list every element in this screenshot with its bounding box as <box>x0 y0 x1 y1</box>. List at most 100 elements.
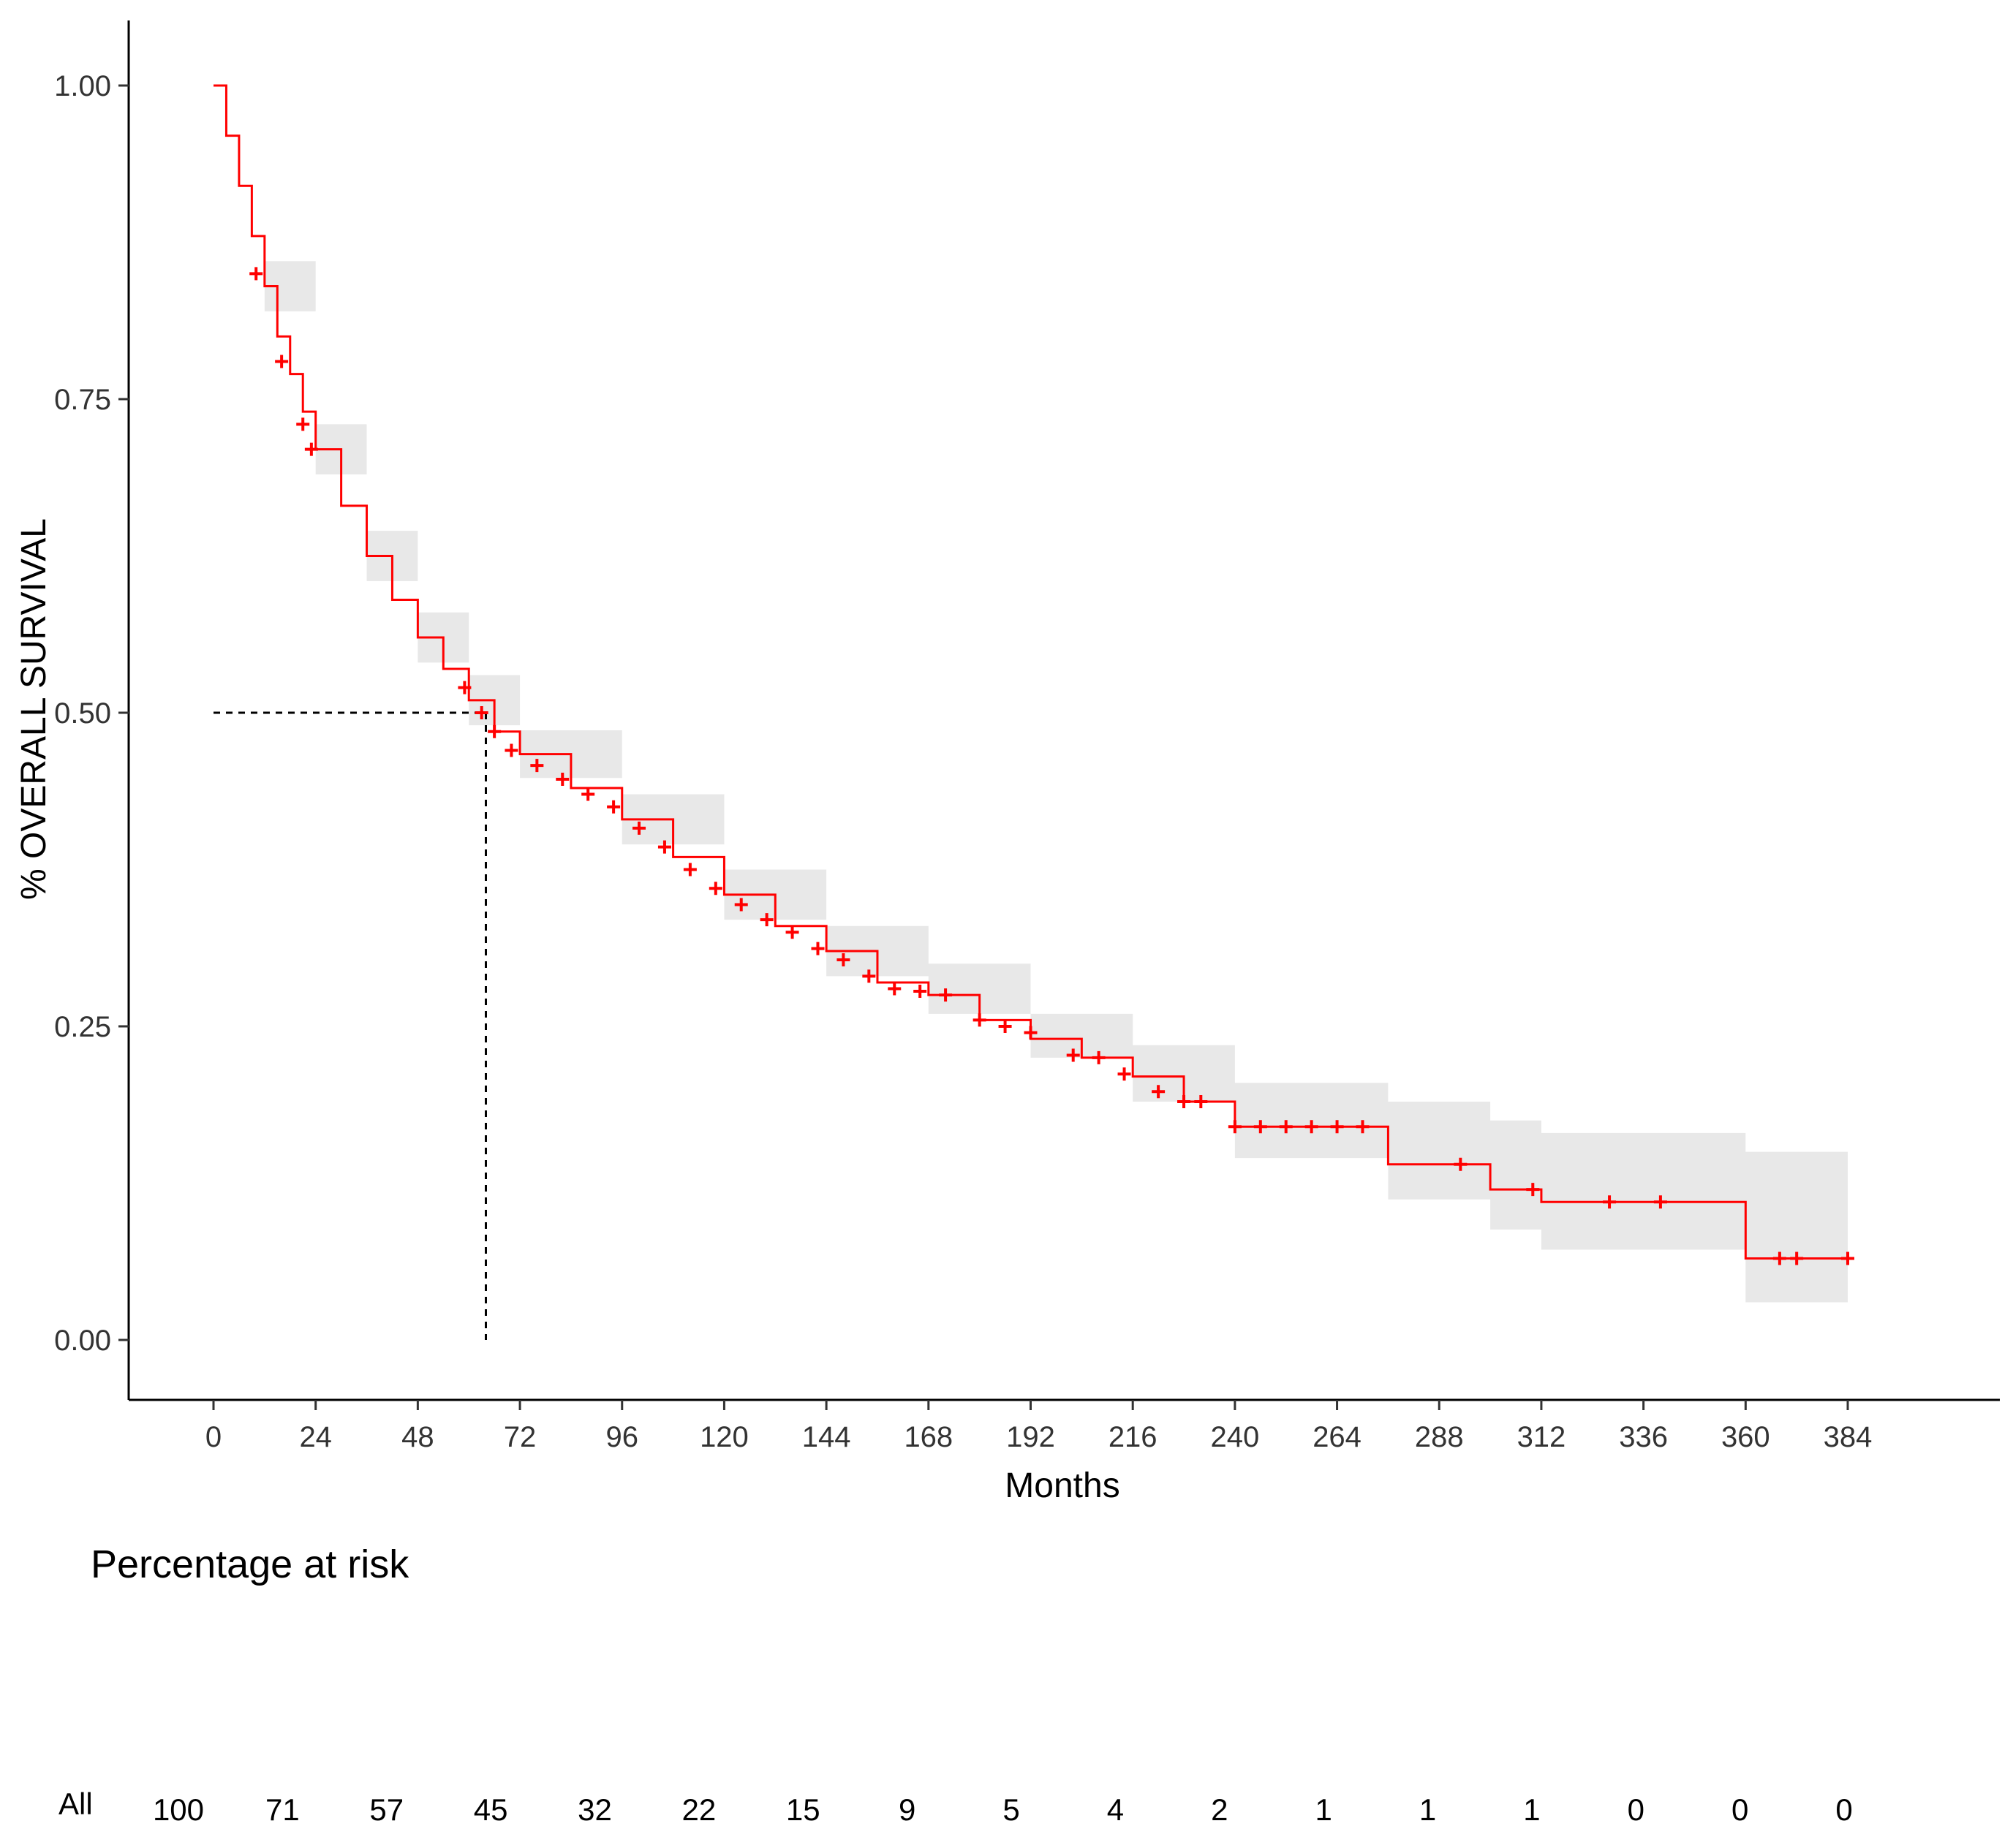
risk-table-title: Percentage at risk <box>91 1542 409 1586</box>
censor-mark <box>1790 1251 1804 1265</box>
x-tick-label: 24 <box>299 1421 332 1453</box>
x-tick-label: 264 <box>1313 1421 1361 1453</box>
censor-mark <box>939 988 953 1002</box>
censor-mark <box>607 800 621 814</box>
x-tick-label: 192 <box>1006 1421 1055 1453</box>
risk-table-value: 0 <box>1731 1792 1748 1827</box>
x-tick-label: 216 <box>1109 1421 1157 1453</box>
censor-mark <box>1024 1026 1038 1040</box>
censor-mark <box>709 882 722 895</box>
x-tick-label: 72 <box>504 1421 537 1453</box>
censor-mark <box>785 925 799 939</box>
censor-mark <box>1356 1120 1370 1134</box>
censor-mark <box>1117 1067 1131 1081</box>
censor-mark <box>1152 1085 1166 1099</box>
x-tick-label: 120 <box>700 1421 749 1453</box>
survival-curve-0 <box>214 84 1848 1260</box>
risk-table-value: 57 <box>369 1792 404 1827</box>
x-tick-label: 168 <box>904 1421 953 1453</box>
censor-mark <box>1253 1120 1267 1134</box>
censor-mark <box>275 355 289 368</box>
risk-table-value: 9 <box>899 1792 915 1827</box>
censor-mark <box>296 417 310 431</box>
censor-mark <box>632 821 646 835</box>
censor-mark <box>888 982 902 996</box>
risk-table-value: 0 <box>1628 1792 1644 1827</box>
axes-layer <box>118 20 2000 1410</box>
y-tick-label: 0.25 <box>54 1011 111 1043</box>
risk-table-value: 1 <box>1315 1792 1332 1827</box>
risk-table-value: 4 <box>1107 1792 1124 1827</box>
median-lines-layer <box>214 711 487 1340</box>
x-tick-label: 240 <box>1211 1421 1260 1453</box>
x-tick-label: 0 <box>205 1421 222 1453</box>
censor-mark <box>734 898 748 912</box>
censor-mark <box>657 840 671 854</box>
censor-mark <box>1194 1094 1208 1108</box>
risk-table-value: 32 <box>578 1792 612 1827</box>
y-tick-label: 1.00 <box>54 70 111 102</box>
x-tick-label: 360 <box>1721 1421 1770 1453</box>
risk-table-value: 1 <box>1419 1792 1436 1827</box>
x-axis-title: Months <box>1005 1466 1119 1505</box>
y-tick-label: 0.50 <box>54 697 111 730</box>
y-tick-label: 0.00 <box>54 1325 111 1357</box>
censor-mark <box>836 953 850 967</box>
censor-mark <box>530 759 544 773</box>
censor-mark <box>1066 1048 1080 1062</box>
risk-table-value: 0 <box>1835 1792 1852 1827</box>
censor-mark <box>1177 1094 1191 1108</box>
censor-mark <box>811 942 825 955</box>
risk-table-value: 2 <box>1211 1792 1228 1827</box>
confidence-band-0 <box>214 86 1848 1303</box>
censor-mark <box>1330 1120 1344 1134</box>
censor-mark <box>475 706 488 719</box>
x-tick-label: 144 <box>802 1421 851 1453</box>
survival-curve-layer <box>214 84 1848 1260</box>
risk-table-value: 5 <box>1002 1792 1019 1827</box>
risk-table-value: 1 <box>1523 1792 1540 1827</box>
censor-mark <box>505 743 518 757</box>
censor-mark <box>683 863 697 876</box>
censor-mark <box>1841 1251 1854 1265</box>
x-tick-label: 288 <box>1415 1421 1464 1453</box>
y-axis-title: % OVERALL SURVIVAL <box>15 518 53 900</box>
censor-mark <box>1772 1251 1786 1265</box>
censor-mark <box>581 787 595 801</box>
censor-mark <box>1603 1195 1617 1209</box>
x-tick-label: 96 <box>606 1421 639 1453</box>
censor-mark <box>760 913 774 927</box>
censor-mark <box>1279 1120 1293 1134</box>
y-tick-label: 0.75 <box>54 384 111 416</box>
x-tick-label: 312 <box>1517 1421 1566 1453</box>
censor-mark <box>972 1013 986 1027</box>
censor-mark <box>1526 1183 1540 1197</box>
censor-mark <box>304 442 318 456</box>
risk-table-values: 100 71 57 45 32 22 15 9 5 4 2 1 1 1 0 0 0 <box>153 1792 1853 1827</box>
x-tick-label: 336 <box>1619 1421 1668 1453</box>
x-tick-label: 48 <box>401 1421 434 1453</box>
x-tick-label: 384 <box>1824 1421 1873 1453</box>
censor-mark <box>998 1020 1012 1033</box>
censor-mark <box>1454 1157 1468 1171</box>
risk-table-value: 71 <box>265 1792 300 1827</box>
risk-table-value: 15 <box>786 1792 820 1827</box>
censor-mark <box>1653 1195 1667 1209</box>
confidence-band-layer <box>214 86 1848 1303</box>
censor-marks-layer <box>249 267 1854 1265</box>
censor-mark <box>913 984 927 998</box>
censor-mark <box>862 969 876 983</box>
censor-mark <box>556 772 570 786</box>
censor-mark <box>1228 1120 1242 1134</box>
censor-mark <box>488 724 502 738</box>
risk-table-value: 100 <box>153 1792 204 1827</box>
censor-mark <box>458 681 472 694</box>
risk-table-value: 22 <box>682 1792 717 1827</box>
censor-mark <box>1092 1050 1106 1064</box>
censor-mark <box>249 267 263 281</box>
risk-table-group-label: All <box>58 1787 93 1821</box>
axis-labels-layer: 0 24 48 72 96 120 144 168 192 216 240 264 288 312 336 3… <box>54 70 1872 1453</box>
censor-mark <box>1304 1120 1318 1134</box>
risk-table-value: 45 <box>474 1792 508 1827</box>
